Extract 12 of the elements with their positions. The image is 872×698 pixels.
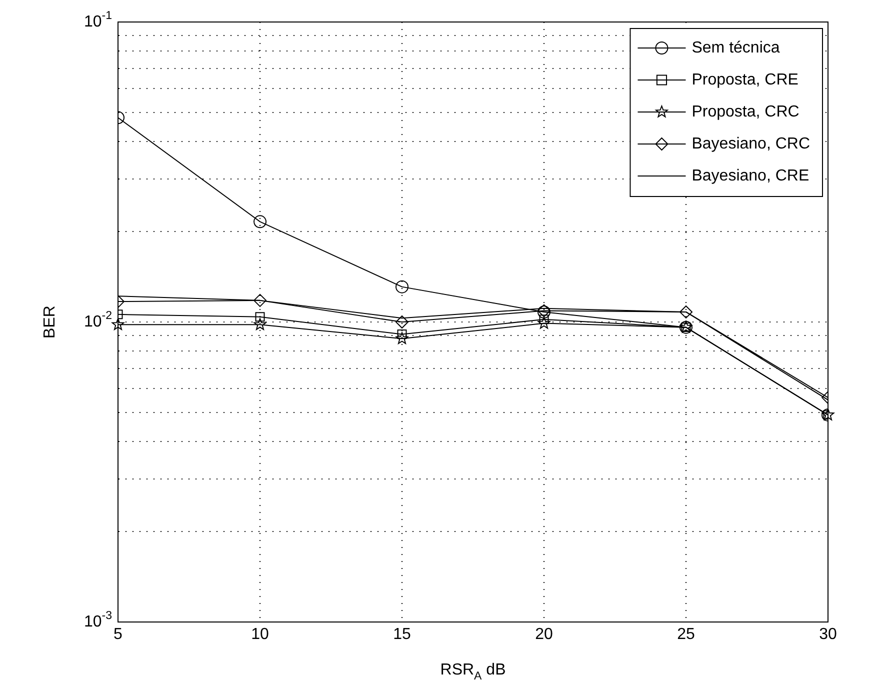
y-axis-title: BER: [41, 306, 58, 338]
legend-label: Proposta, CRE: [692, 71, 798, 88]
x-tick-label: 15: [393, 626, 411, 644]
x-tick-label: 5: [114, 626, 123, 644]
legend-label: Proposta, CRC: [692, 103, 800, 120]
legend-label: Bayesiano, CRE: [692, 167, 810, 184]
legend-label: Sem técnica: [692, 39, 780, 56]
x-tick-label: 25: [677, 626, 695, 644]
x-tick-label: 10: [251, 626, 269, 644]
x-tick-label: 30: [819, 626, 837, 644]
legend-label: Bayesiano, CRC: [692, 135, 810, 152]
x-tick-label: 20: [535, 626, 553, 644]
